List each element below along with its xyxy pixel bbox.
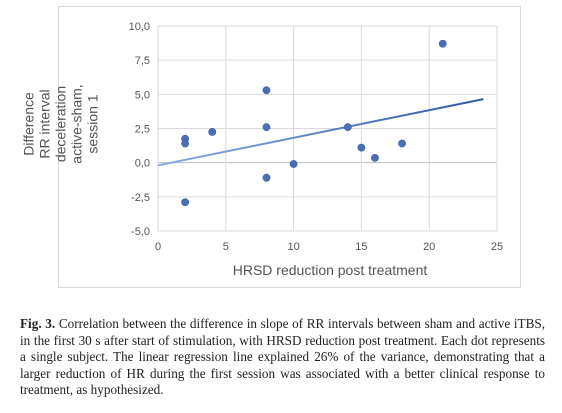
y-tick-label: 0,0	[135, 158, 150, 170]
x-axis-label: HRSD reduction post treatment	[232, 262, 428, 278]
caption-text: Correlation between the difference in sl…	[20, 316, 546, 397]
data-point	[438, 39, 447, 48]
y-tick-labels: -5,0 -2,5 0,0 2,5 5,0 7,5 10,0	[129, 21, 150, 238]
y-axis-label: Difference RR interval deceleration acti…	[20, 84, 101, 164]
scatter-plot: -5,0 -2,5 0,0 2,5 5,0 7,5 10,0 0 5 10 15 20 25	[129, 21, 504, 253]
caption-label: Fig. 3.	[20, 316, 56, 331]
y-tick-label: -2,5	[131, 192, 150, 204]
y-tick-label: 5,0	[135, 89, 150, 101]
y-tick-label: 10,0	[129, 21, 150, 33]
data-point	[343, 123, 352, 132]
x-tick-label: 5	[223, 241, 229, 253]
y-tick-label: -5,0	[131, 226, 150, 238]
x-tick-label: 25	[491, 241, 503, 253]
trendline-layer	[157, 98, 484, 167]
x-tick-label: 10	[287, 241, 299, 253]
y-axis-label-box: Difference RR interval deceleration acti…	[18, 24, 103, 224]
y-tick-label: 7,5	[135, 55, 150, 67]
figure-caption: Fig. 3. Correlation between the differen…	[20, 316, 545, 399]
x-tick-label: 15	[355, 241, 367, 253]
x-tick-labels: 0 5 10 15 20 25	[155, 241, 503, 253]
data-point	[262, 173, 271, 182]
data-points	[181, 39, 447, 207]
grid-lines	[157, 25, 498, 232]
data-point	[371, 153, 379, 162]
data-point	[398, 139, 406, 148]
data-point	[181, 198, 190, 207]
chart-frame	[58, 6, 521, 288]
data-point	[208, 128, 217, 136]
data-point	[262, 86, 271, 95]
y-tick-label: 2,5	[135, 124, 150, 136]
x-tick-label: 0	[155, 241, 161, 253]
x-tick-label: 20	[423, 241, 435, 253]
data-point	[289, 160, 298, 168]
data-point	[181, 139, 190, 148]
data-point	[262, 123, 271, 132]
data-point	[357, 143, 366, 152]
regression-line	[157, 98, 484, 167]
